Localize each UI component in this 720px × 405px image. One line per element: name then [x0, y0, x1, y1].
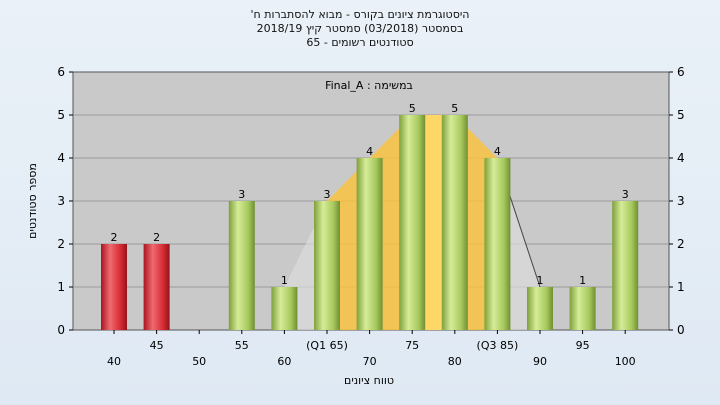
y-tick-right-0: 0: [677, 323, 685, 337]
bar-55: [228, 201, 255, 330]
bar-label-95: 1: [579, 274, 586, 287]
x-axis-ticks: 40 45 50 55 60 (Q1 65) 70 75 80 (Q3 85) 90 95 100: [107, 330, 636, 368]
x-tick-label-80: 80: [448, 355, 462, 368]
bar-85: [484, 158, 511, 330]
y-tick-right-1: 1: [677, 280, 685, 294]
y-tick-left-0: 0: [57, 323, 65, 337]
chart-title-line-1: 'היסטוגרמת ציונים בקורס - מבוא להסתברות …: [250, 8, 470, 21]
y-tick-left-6: 6: [57, 65, 65, 79]
chart-title-line-3: סטודנטים רשומים - 65: [306, 36, 414, 49]
x-tick-label-40: 40: [107, 355, 121, 368]
x-tick-label-95: 95: [576, 339, 590, 352]
bar-label-45: 2: [153, 231, 160, 244]
chart-title: 'היסטוגרמת ציונים בקורס - מבוא להסתברות …: [0, 8, 720, 50]
x-tick-label-85: (Q3 85): [477, 339, 519, 352]
x-tick-label-60: 60: [277, 355, 291, 368]
y-tick-right-3: 3: [677, 194, 685, 208]
x-tick-label-55: 55: [235, 339, 249, 352]
y-axis-right-ticks: 0 1 2 3 4 5 6: [669, 65, 685, 337]
y-tick-right-5: 5: [677, 108, 685, 122]
bar-45: [143, 244, 170, 330]
bar-label-55: 3: [238, 188, 245, 201]
y-axis-label: מספר סטודנטים: [26, 163, 39, 239]
bar-label-40: 2: [111, 231, 118, 244]
bars: [101, 115, 639, 330]
bar-90: [527, 287, 553, 330]
y-tick-right-6: 6: [677, 65, 685, 79]
y-tick-left-1: 1: [57, 280, 65, 294]
bar-65: [314, 201, 340, 330]
bar-80: [441, 115, 468, 330]
bar-40: [101, 244, 127, 330]
x-tick-label-100: 100: [615, 355, 636, 368]
x-axis-label: טווח ציונים: [344, 374, 394, 387]
x-tick-label-90: 90: [533, 355, 547, 368]
bar-70: [356, 158, 383, 330]
y-tick-left-4: 4: [57, 151, 65, 165]
bar-label-85: 4: [494, 145, 501, 158]
bar-label-90: 1: [537, 274, 544, 287]
y-tick-right-4: 4: [677, 151, 685, 165]
x-tick-label-45: 45: [150, 339, 164, 352]
x-tick-label-50: 50: [192, 355, 206, 368]
x-tick-label-70: 70: [363, 355, 377, 368]
bar-label-75: 5: [409, 102, 416, 115]
bar-label-100: 3: [622, 188, 629, 201]
legend-label: Final_A : במשימה: [325, 79, 413, 92]
bar-label-70: 4: [366, 145, 373, 158]
x-tick-label-75: 75: [405, 339, 419, 352]
y-tick-left-5: 5: [57, 108, 65, 122]
bar-label-80: 5: [451, 102, 458, 115]
y-axis-left-ticks: 0 1 2 3 4 5 6: [57, 65, 73, 337]
y-tick-left-3: 3: [57, 194, 65, 208]
bar-60: [271, 287, 298, 330]
bar-value-labels: 2 2 3 1 3 4 5 5 4 1 1 3: [111, 102, 629, 287]
chart-title-line-2: בסמסטר (03/2018) סמסטר קיץ 2018/19: [256, 22, 464, 35]
y-tick-left-2: 2: [57, 237, 65, 251]
bar-75: [399, 115, 426, 330]
bar-label-65: 3: [324, 188, 331, 201]
bar-label-60: 1: [281, 274, 288, 287]
bar-100: [612, 201, 639, 330]
bar-95: [569, 287, 596, 330]
x-tick-label-65: (Q1 65): [306, 339, 348, 352]
y-tick-right-2: 2: [677, 237, 685, 251]
